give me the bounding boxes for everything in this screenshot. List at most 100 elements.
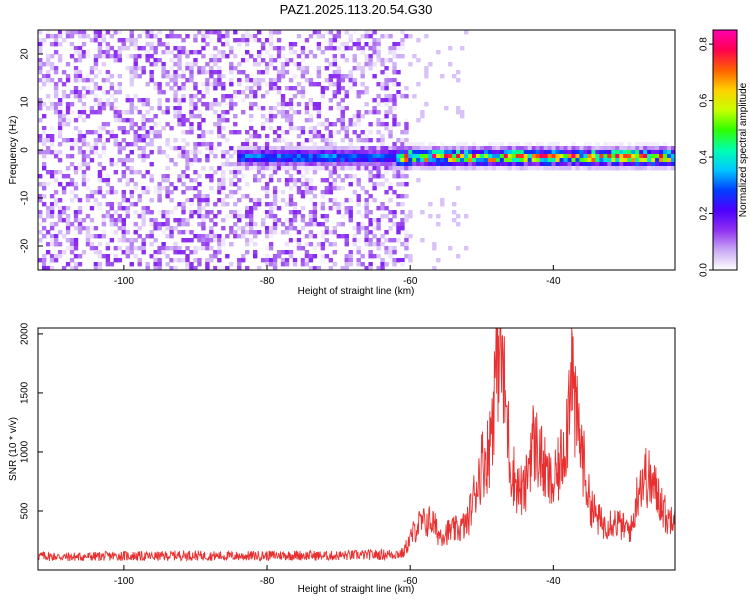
spectrogram-cell xyxy=(368,146,373,151)
spectrogram-cell xyxy=(623,158,628,163)
spectrogram-cell xyxy=(225,110,230,115)
spectrogram-cell xyxy=(129,150,134,155)
spectrogram-cell xyxy=(45,150,51,155)
spectrogram-cell xyxy=(348,262,353,267)
spectrogram-cell xyxy=(53,154,59,159)
spectrogram-cell xyxy=(312,146,318,151)
spectrogram-cell xyxy=(479,166,485,171)
spectrogram-cell xyxy=(185,198,190,203)
spectrogram-cell xyxy=(121,222,126,227)
spectrogram-cell xyxy=(392,70,397,75)
spectrogram-cell xyxy=(93,38,99,43)
spectrogram-cell xyxy=(288,222,294,227)
spectrogram-cell xyxy=(268,166,274,171)
spectrogram-cell xyxy=(157,250,162,255)
spectrogram-cell xyxy=(149,174,154,179)
spectrogram-cell xyxy=(384,66,389,71)
spectrogram-cell xyxy=(38,174,43,179)
spectrogram-cell xyxy=(141,98,146,103)
spectrogram-cell xyxy=(121,190,126,195)
spectrogram-cell xyxy=(161,186,166,191)
spectrogram-cell xyxy=(268,230,274,235)
spectrogram-cell xyxy=(61,114,67,119)
spectrogram-cell xyxy=(69,90,75,95)
spectrogram-cell xyxy=(81,86,87,91)
spectrogram-cell xyxy=(615,166,620,171)
spectrogram-cell xyxy=(587,162,592,167)
spectrogram-cell xyxy=(189,158,194,163)
spectrogram-cell xyxy=(201,102,206,107)
spectrogram-cell xyxy=(268,106,274,111)
spectrogram-cell xyxy=(631,146,636,151)
spectrogram-cell xyxy=(384,146,389,151)
spectrogram-cell xyxy=(181,250,186,255)
spectrogram-cell xyxy=(320,162,326,167)
spectrogram-cell xyxy=(89,38,95,43)
spectrogram-cell xyxy=(173,54,178,59)
spectrogram-cell xyxy=(153,266,158,270)
spectrogram-cell xyxy=(252,174,258,179)
spectrogram-cell xyxy=(97,130,103,135)
spectrogram-cell xyxy=(348,198,353,203)
spectrogram-cell xyxy=(308,166,314,171)
spectrogram-cell xyxy=(73,74,79,79)
spectrogram-cell xyxy=(372,150,377,155)
spectrogram-cell xyxy=(145,102,150,107)
spectrogram-cell xyxy=(185,78,190,83)
spectrogram-cell xyxy=(452,146,457,151)
spectrogram-cell xyxy=(256,230,262,235)
spectrogram-cell xyxy=(491,146,497,151)
spectrogram-cell xyxy=(41,82,47,87)
spectrogram-cell xyxy=(189,98,194,103)
spectrogram-cell xyxy=(328,62,334,67)
spectrogram-cell xyxy=(65,214,71,219)
spectrogram-cell xyxy=(225,102,230,107)
spectrogram-cell xyxy=(352,130,357,135)
spectrogram-cell xyxy=(272,222,278,227)
spectrogram-cell xyxy=(388,146,393,151)
spectrogram-cell xyxy=(93,150,99,155)
spectrogram-cell xyxy=(57,150,63,155)
spectrogram-cell xyxy=(241,226,246,231)
spectrogram-cell xyxy=(233,166,238,171)
spectrogram-cell xyxy=(73,166,79,171)
spectrogram-cell xyxy=(38,66,43,71)
spectrogram-cell xyxy=(181,46,186,51)
spectrogram-cell xyxy=(77,98,83,103)
spectrogram-cell xyxy=(364,42,369,47)
x-tick-label: -100 xyxy=(114,276,134,287)
spectrogram-cell xyxy=(392,166,397,171)
spectrogram-cell xyxy=(89,234,95,239)
spectrogram-cell xyxy=(388,94,393,99)
spectrogram-cell xyxy=(400,162,405,167)
spectrogram-cell xyxy=(209,258,214,263)
spectrogram-cell xyxy=(460,46,465,51)
spectrogram-cell xyxy=(221,118,226,123)
spectrogram-cell xyxy=(109,86,115,91)
spectrogram-cell xyxy=(643,154,648,159)
spectrogram-cell xyxy=(392,98,397,103)
spectrogram-cell xyxy=(121,46,126,51)
spectrogram-cell xyxy=(424,154,429,159)
spectrogram-cell xyxy=(344,146,349,151)
spectrogram-cell xyxy=(376,182,381,187)
spectrogram-cell xyxy=(137,154,142,159)
spectrogram-cell xyxy=(81,218,87,223)
spectrogram-cell xyxy=(221,242,226,247)
spectrogram-cell xyxy=(260,94,266,99)
spectrogram-cell xyxy=(483,146,489,151)
spectrogram-cell xyxy=(336,78,341,83)
spectrogram-cell xyxy=(300,206,306,211)
spectrogram-cell xyxy=(296,34,302,39)
spectrogram-cell xyxy=(157,122,162,127)
spectrogram-cell xyxy=(316,102,322,107)
spectrogram-cell xyxy=(539,154,545,159)
spectrogram-cell xyxy=(121,238,126,243)
spectrogram-cell xyxy=(292,62,298,67)
spectrogram-cell xyxy=(117,46,123,51)
spectrogram-cell xyxy=(308,234,314,239)
spectrogram-cell xyxy=(288,102,294,107)
spectrogram-cell xyxy=(173,46,178,51)
spectrogram-cell xyxy=(483,150,489,155)
spectrogram-cell xyxy=(300,194,306,199)
